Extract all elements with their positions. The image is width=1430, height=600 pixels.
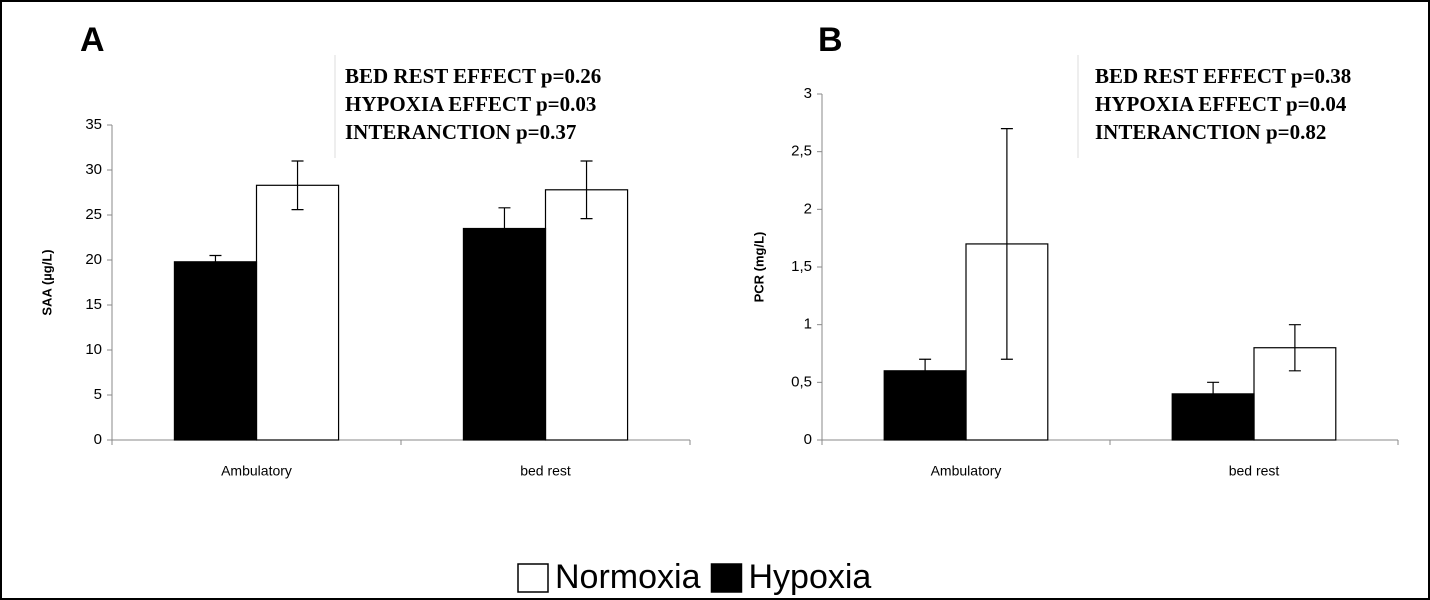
bar: [462, 227, 547, 441]
legend-label: Normoxia: [555, 558, 701, 596]
annotation: BED REST EFFECT p=0.26: [345, 64, 601, 88]
panel-title: B: [818, 21, 843, 59]
y-tick-label: 0: [94, 431, 102, 448]
error-bar: [291, 160, 304, 211]
y-tick-label: 5: [94, 386, 102, 403]
y-tick-label: 2: [804, 200, 812, 217]
y-tick-label: 10: [85, 341, 102, 358]
annotation: INTERANCTION p=0.37: [345, 120, 576, 144]
y-tick-label: 25: [85, 206, 102, 223]
y-tick-label: 0: [804, 431, 812, 448]
error-bar: [209, 254, 222, 269]
x-tick-label: bed rest: [1229, 463, 1280, 479]
error-bar: [1288, 324, 1301, 372]
y-tick-label: 15: [85, 296, 102, 313]
error-bar: [580, 160, 593, 220]
y-tick-label: 30: [85, 161, 102, 178]
bar: [255, 184, 340, 441]
annotation: HYPOXIA EFFECT p=0.03: [345, 92, 596, 116]
x-tick-label: Ambulatory: [931, 463, 1002, 479]
legend-swatch: [710, 563, 743, 593]
y-tick-label: 0,5: [791, 373, 812, 390]
error-bar: [919, 358, 932, 383]
error-bar: [1207, 381, 1220, 406]
x-tick-label: bed rest: [520, 463, 571, 479]
annotation: BED REST EFFECT p=0.38: [1095, 64, 1351, 88]
bar: [544, 189, 629, 441]
legend-swatch: [517, 563, 549, 593]
y-axis-label: PCR (mg/L): [751, 232, 766, 303]
annotation: HYPOXIA EFFECT p=0.04: [1095, 92, 1347, 116]
error-bar: [1000, 128, 1013, 360]
annotation: INTERANCTION p=0.82: [1095, 120, 1326, 144]
y-tick-label: 35: [85, 116, 102, 133]
x-tick-label: Ambulatory: [221, 463, 292, 479]
y-tick-label: 1,5: [791, 258, 812, 275]
error-bar: [498, 207, 511, 250]
y-tick-label: 2,5: [791, 143, 812, 160]
legend-label: Hypoxia: [748, 558, 871, 596]
y-tick-label: 3: [804, 85, 812, 102]
y-axis-label: SAA (µg/L): [39, 249, 54, 315]
panel-title: A: [80, 21, 105, 59]
y-tick-label: 1: [804, 316, 812, 333]
y-tick-label: 20: [85, 251, 102, 268]
bar: [173, 261, 258, 441]
